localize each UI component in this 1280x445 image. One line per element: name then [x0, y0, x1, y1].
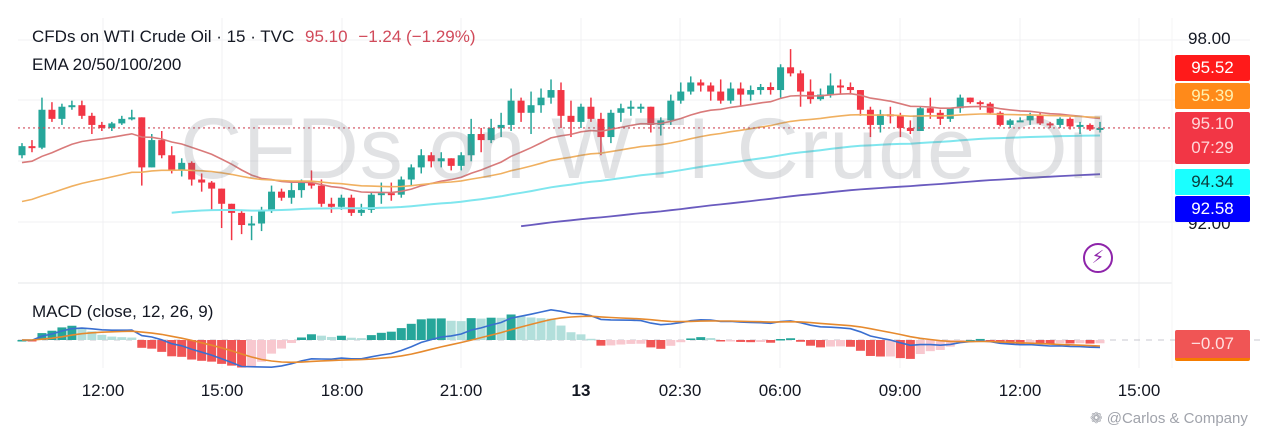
author-credit: ❁ @Carlos & Company: [1090, 409, 1248, 427]
ema-legend[interactable]: EMA 20/50/100/200: [32, 55, 182, 74]
credit-text: @Carlos & Company: [1106, 410, 1248, 427]
tradingview-logo-icon: ❁: [1090, 410, 1103, 427]
time-label: 18:00: [320, 381, 364, 400]
price-tag-95-10: 95.10 07:29: [1175, 112, 1250, 164]
time-label: 12:00: [998, 381, 1042, 400]
time-label: 12:00: [81, 381, 125, 400]
last-price: 95.10: [305, 27, 348, 46]
time-label: 13: [571, 381, 591, 400]
symbol-title[interactable]: CFDs on WTI Crude Oil · 15 · TVC: [32, 27, 295, 46]
price-change: −1.24 (−1.29%): [358, 27, 476, 46]
bar-countdown: 07:29: [1191, 138, 1234, 157]
macd-value-tag: −0.07: [1175, 330, 1250, 361]
lightning-icon[interactable]: ⚡︎: [1083, 243, 1113, 273]
symbol-watermark: CFDs on WTI Crude Oil: [180, 101, 1109, 197]
time-label: 06:00: [758, 381, 802, 400]
macd-legend[interactable]: MACD (close, 12, 26, 9): [32, 302, 214, 321]
price-tag-94-34: 94.34: [1175, 169, 1250, 195]
price-tag-95-52: 95.52: [1175, 55, 1250, 81]
symbol-legend: CFDs on WTI Crude Oil · 15 · TVC 95.10 −…: [32, 27, 476, 47]
time-label: 15:00: [1117, 381, 1161, 400]
price-tag-95-39: 95.39: [1175, 83, 1250, 109]
time-label: 15:00: [200, 381, 244, 400]
price-axis-top-label: 98.00: [1188, 29, 1231, 48]
price-tag-92-58: 92.58: [1175, 196, 1250, 222]
time-label: 21:00: [439, 381, 483, 400]
time-label: 02:30: [658, 381, 702, 400]
time-label: 09:00: [878, 381, 922, 400]
